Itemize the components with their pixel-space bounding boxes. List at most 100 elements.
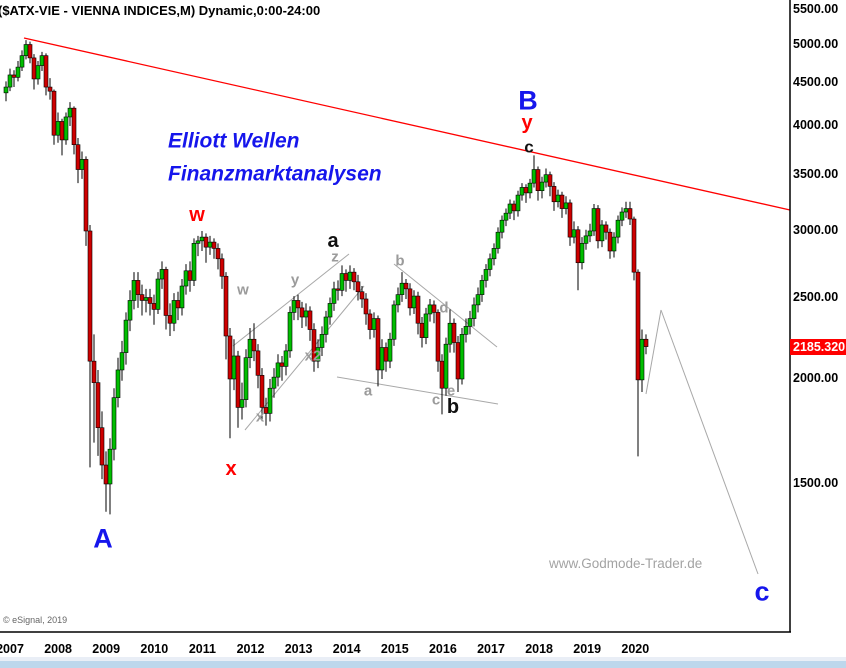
candle-body: [583, 235, 589, 244]
candle-body: [427, 304, 433, 315]
candle-body: [151, 303, 157, 310]
y-axis-tick-label: 4000.00: [793, 117, 839, 132]
candle-body: [611, 236, 617, 252]
candle-body: [155, 278, 161, 310]
candle-body: [451, 322, 457, 343]
candle-body: [479, 280, 485, 295]
candle-body: [263, 407, 269, 414]
watermark: www.Godmode-Trader.de: [549, 556, 703, 571]
horizontal-scrollbar[interactable]: [0, 661, 846, 668]
candle-body: [599, 224, 605, 242]
candle-body: [523, 187, 529, 194]
x-axis-year-label: 2007: [0, 642, 24, 656]
candle-body: [443, 343, 449, 389]
wave-label: d: [439, 299, 449, 317]
candle-body: [143, 297, 149, 301]
candle-body: [455, 342, 461, 380]
candle-body: [471, 304, 477, 319]
x-axis-year-label: 2020: [621, 642, 650, 656]
candle-body: [19, 55, 25, 68]
resistance-trendline: [23, 37, 791, 211]
candle-body: [227, 335, 233, 380]
candle-body: [75, 144, 81, 170]
candle-body: [335, 288, 341, 291]
wave-label: y: [290, 271, 300, 289]
wave-label: c: [524, 137, 534, 157]
candle-body: [211, 241, 217, 249]
candle-body: [203, 236, 209, 248]
candle-body: [287, 312, 293, 352]
candle-body: [475, 294, 481, 306]
candle-body: [631, 218, 637, 273]
candle-body: [639, 338, 645, 381]
candle-body: [307, 310, 313, 330]
candle-body: [547, 174, 553, 187]
candle-body: [431, 304, 437, 313]
candle-body: [23, 44, 29, 56]
wave-label: x2: [304, 347, 322, 365]
candle-body: [327, 303, 333, 318]
candle-body: [111, 397, 117, 450]
candle-body: [347, 271, 353, 281]
candle-body: [315, 347, 321, 362]
wave-label: c: [431, 391, 441, 409]
wave-guide-line: [336, 376, 499, 405]
wave-guide-line: [244, 285, 365, 431]
candle-body: [359, 291, 365, 300]
candle-body: [95, 382, 101, 429]
candle-body: [403, 282, 409, 290]
x-axis-year-label: 2010: [140, 642, 169, 656]
candle-body: [135, 280, 141, 295]
candle-body: [27, 44, 33, 59]
candle-body: [491, 248, 497, 260]
candle-body: [3, 86, 9, 94]
candle-body: [267, 387, 273, 414]
y-axis-tick-label: 5500.00: [793, 1, 839, 16]
candle-body: [139, 294, 145, 301]
candle-body: [31, 57, 37, 80]
wave-label: x: [225, 458, 237, 480]
wave-guide-line: [232, 253, 350, 347]
candle-body: [383, 347, 389, 362]
candle-body: [43, 55, 49, 88]
y-axis-tick-label: 5000.00: [793, 36, 839, 51]
candle-body: [119, 352, 125, 371]
candle-body: [167, 315, 173, 324]
candle-body: [295, 300, 301, 309]
chart-title: ($ATX-VIE - VIENNA INDICES,M) Dynamic,0:…: [0, 3, 321, 18]
candle-body: [175, 300, 181, 309]
candle-body: [495, 231, 501, 249]
candle-body: [107, 448, 113, 485]
candle-body: [35, 65, 41, 80]
candle-body: [67, 107, 73, 118]
candle-body: [7, 74, 13, 88]
x-axis-year-label: 2012: [236, 642, 265, 656]
y-axis-tick-label: 3500.00: [793, 166, 839, 181]
candle-body: [87, 230, 93, 362]
wave-label: A: [93, 523, 113, 554]
candle-body: [395, 294, 401, 306]
candle-body: [531, 169, 537, 184]
candle-body: [447, 322, 453, 345]
wave-label: a: [363, 382, 373, 400]
candle-body: [463, 326, 469, 335]
candle-body: [607, 231, 613, 252]
candle-body: [567, 202, 573, 238]
scrollbar-track-highlight: [0, 657, 846, 661]
candle-body: [459, 334, 465, 380]
candle-body: [387, 338, 393, 362]
wave-label: Elliott Wellen: [168, 129, 300, 153]
candle-body: [247, 338, 253, 359]
candle-body: [183, 270, 189, 287]
candle-body: [555, 194, 561, 203]
candle-body: [351, 271, 357, 283]
candle-body: [99, 427, 105, 466]
candle-body: [579, 243, 585, 264]
candle-body: [619, 211, 625, 221]
candle-body: [279, 362, 285, 367]
candle-body: [299, 307, 305, 318]
candle-body: [39, 55, 45, 66]
candle-body: [91, 360, 97, 383]
